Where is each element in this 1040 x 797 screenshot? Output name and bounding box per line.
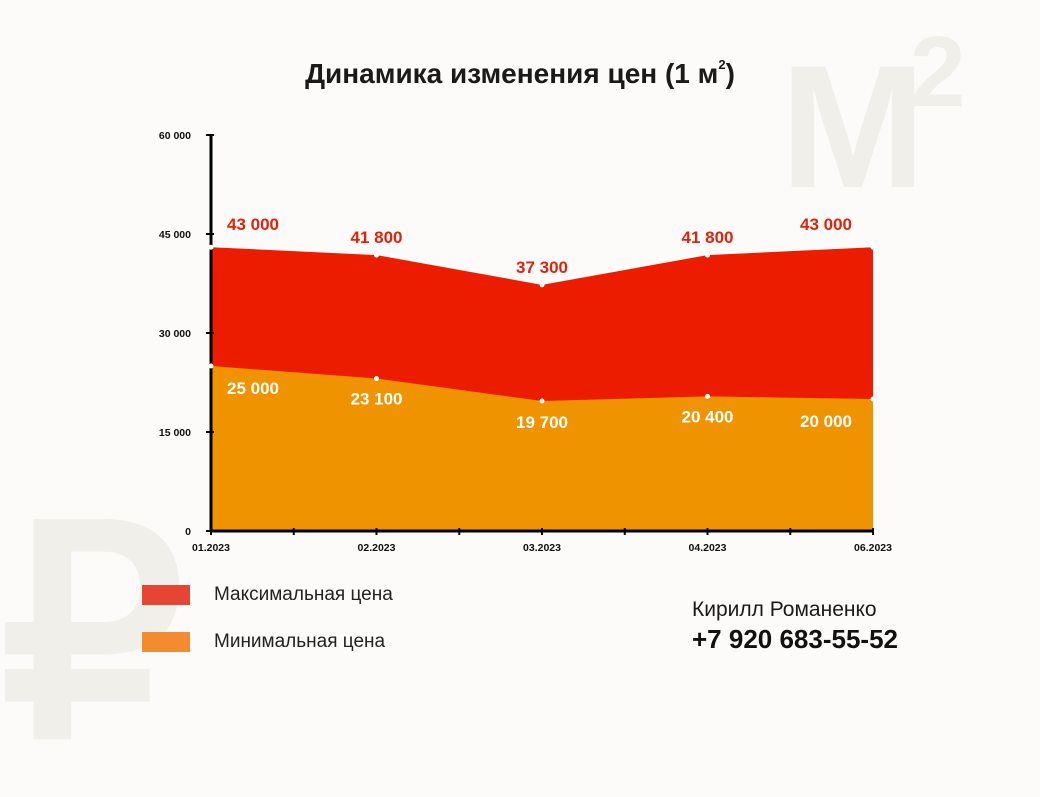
min-value-label: 25 000 [227, 379, 279, 398]
chart-title-sup: 2 [718, 56, 726, 72]
x-tick-label: 04.2023 [689, 542, 727, 554]
max-point [374, 252, 379, 258]
max-point [705, 252, 710, 258]
legend-item-max: Максимальная цена [142, 584, 393, 606]
max-point [870, 244, 876, 250]
min-point [374, 376, 379, 382]
y-tick-label: 15 000 [159, 427, 191, 439]
min-point [705, 393, 710, 399]
x-tick-label: 01.2023 [192, 542, 230, 554]
legend-swatch-max [142, 585, 190, 605]
y-tick-label: 60 000 [159, 130, 191, 142]
max-point [208, 244, 214, 250]
legend-label-max: Максимальная цена [214, 584, 393, 605]
min-value-label: 20 400 [682, 407, 734, 426]
max-value-label: 37 300 [516, 258, 568, 277]
min-value-label: 19 700 [516, 413, 568, 432]
max-value-label: 41 800 [351, 228, 403, 247]
y-tick-label: 45 000 [159, 229, 191, 241]
chart-title: Динамика изменения цен (1 м2) [0, 56, 1040, 90]
y-tick-label: 0 [185, 526, 191, 538]
max-value-label: 43 000 [800, 215, 852, 234]
max-point [539, 282, 545, 288]
min-point [539, 398, 545, 404]
chart-title-text: Динамика изменения цен (1 м [305, 58, 719, 89]
min-point [870, 396, 876, 402]
y-tick-label: 30 000 [159, 328, 191, 340]
contact-phone: +7 920 683-55-52 [692, 624, 899, 654]
area-chart: 0 15 000 30 000 45 000 60 000 01.2023 02.2023 0… [159, 130, 892, 554]
legend-swatch-min [142, 632, 190, 652]
contact-name: Кирилл Романенко [692, 598, 877, 621]
max-value-label: 43 000 [227, 215, 279, 234]
x-tick-label: 02.2023 [358, 542, 396, 554]
x-tick-label: 03.2023 [523, 542, 561, 554]
min-value-label: 23 100 [351, 390, 403, 409]
x-tick-label: 06.2023 [854, 542, 892, 554]
chart-title-close: ) [725, 58, 735, 89]
min-value-label: 20 000 [800, 412, 852, 431]
max-value-label: 41 800 [682, 228, 734, 247]
area-min-price [211, 366, 873, 531]
legend-label-min: Минимальная цена [214, 631, 386, 652]
min-point [208, 363, 214, 369]
legend-item-min: Минимальная цена [142, 631, 385, 653]
